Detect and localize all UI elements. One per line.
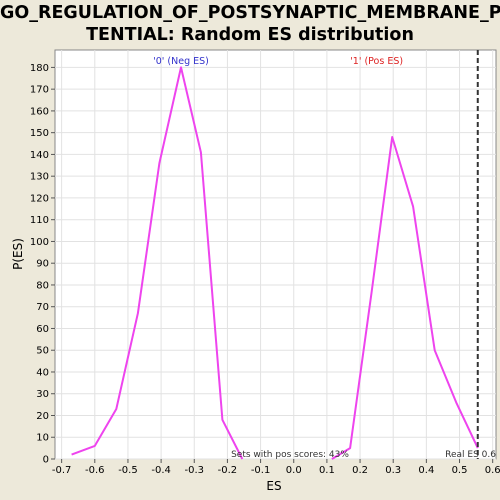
y-tick-label: 60 bbox=[36, 324, 49, 335]
real-es-annotation: Real ES 0.6 bbox=[445, 450, 496, 460]
series-lines bbox=[71, 66, 479, 460]
x-tick-label: 0.0 bbox=[286, 465, 302, 476]
x-tick-label: 0.4 bbox=[418, 465, 434, 476]
x-tick-label: -0.5 bbox=[118, 465, 138, 476]
y-axis-label: P(ES) bbox=[11, 238, 25, 270]
chart-title: GO_REGULATION_OF_POSTSYNAPTIC_MEMBRANE_P… bbox=[0, 2, 500, 46]
y-tick-label: 100 bbox=[30, 237, 49, 248]
y-tick-label: 90 bbox=[36, 259, 49, 270]
x-tick-label: 0.6 bbox=[485, 465, 500, 476]
pos-scores-annotation: Sets with pos scores: 43% bbox=[231, 450, 349, 460]
series-line-1 bbox=[331, 136, 479, 460]
y-tick-label: 30 bbox=[36, 389, 49, 400]
chart-title-line-2: TENTIAL: Random ES distribution bbox=[86, 25, 414, 45]
x-tick-label: -0.3 bbox=[185, 465, 205, 476]
y-axis-ticks: 0 10 20 30 40 50 60 70 80 90 100 110 120 130 140 150 160… bbox=[30, 63, 55, 466]
x-tick-label: 0.3 bbox=[385, 465, 401, 476]
y-tick-label: 70 bbox=[36, 302, 49, 313]
y-tick-label: 110 bbox=[30, 215, 49, 226]
y-tick-label: 170 bbox=[30, 85, 49, 96]
x-tick-label: -0.6 bbox=[85, 465, 105, 476]
legend-pos-es: '1' (Pos ES) bbox=[350, 56, 403, 67]
y-tick-label: 120 bbox=[30, 193, 49, 204]
x-tick-label: -0.4 bbox=[151, 465, 171, 476]
x-tick-label: -0.7 bbox=[52, 465, 72, 476]
x-tick-label: 0.1 bbox=[319, 465, 335, 476]
series-line-0 bbox=[71, 66, 244, 460]
x-tick-label: -0.1 bbox=[251, 465, 271, 476]
x-tick-label: 0.2 bbox=[352, 465, 368, 476]
y-tick-label: 130 bbox=[30, 172, 49, 183]
x-axis-ticks: -0.7 -0.6 -0.5 -0.4 -0.3 -0.2 -0.1 0.0 0.1 0.2 0.3… bbox=[52, 459, 500, 476]
x-tick-label: -0.2 bbox=[218, 465, 238, 476]
y-tick-label: 0 bbox=[43, 455, 49, 466]
y-tick-label: 180 bbox=[30, 63, 49, 74]
y-tick-label: 80 bbox=[36, 280, 49, 291]
y-tick-label: 20 bbox=[36, 411, 49, 422]
x-axis-label: ES bbox=[266, 479, 281, 493]
y-tick-label: 50 bbox=[36, 346, 49, 357]
legend-neg-es: '0' (Neg ES) bbox=[153, 56, 209, 67]
plot-area bbox=[54, 49, 497, 460]
y-tick-label: 160 bbox=[30, 106, 49, 117]
y-tick-label: 10 bbox=[36, 433, 49, 444]
y-tick-label: 40 bbox=[36, 367, 49, 378]
y-tick-label: 150 bbox=[30, 128, 49, 139]
y-tick-label: 140 bbox=[30, 150, 49, 161]
chart-title-line-1: GO_REGULATION_OF_POSTSYNAPTIC_MEMBRANE_P… bbox=[0, 3, 500, 23]
x-tick-label: 0.5 bbox=[452, 465, 468, 476]
